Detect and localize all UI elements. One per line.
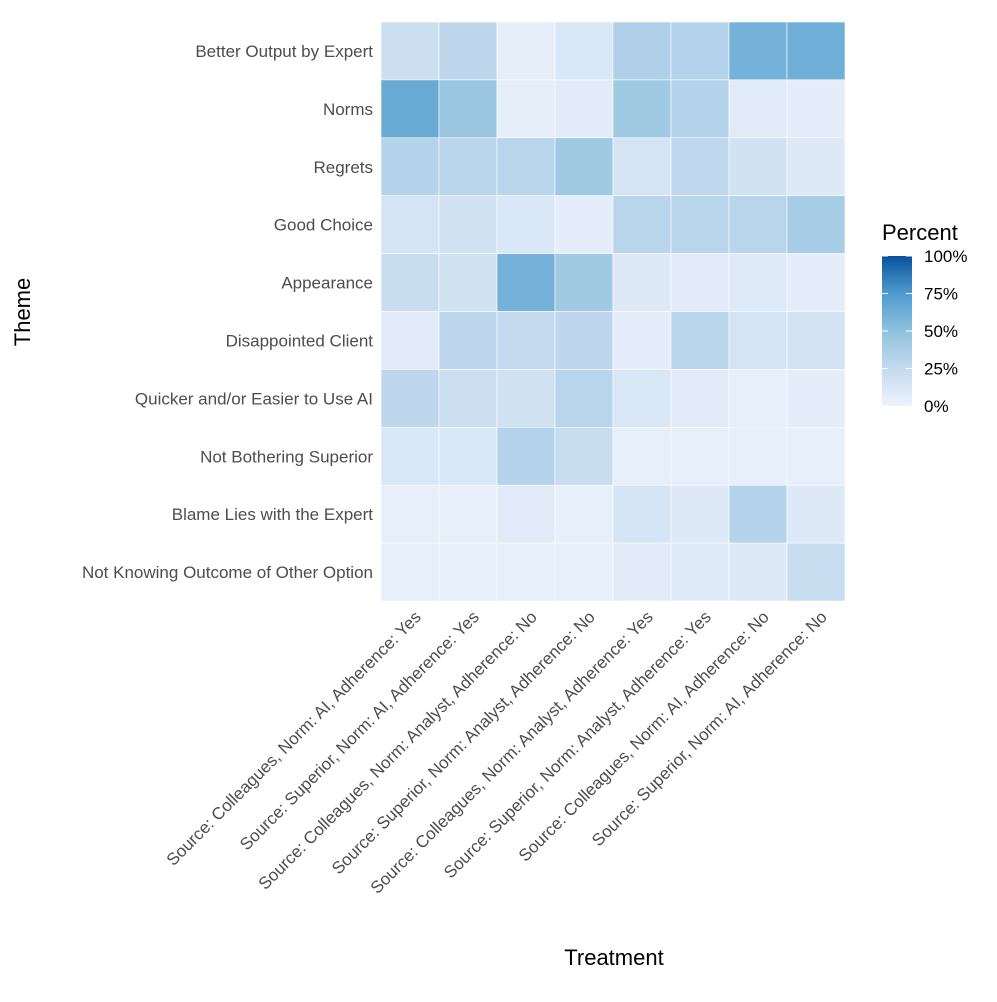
heatmap-cell	[380, 311, 440, 370]
heatmap-cell	[786, 311, 846, 370]
heatmap-cell	[438, 369, 498, 428]
heatmap-cell	[438, 195, 498, 254]
heatmap-cell	[554, 253, 614, 312]
y-tick-label: Quicker and/or Easier to Use AI	[135, 389, 373, 408]
heatmap-cell	[380, 137, 440, 197]
y-tick-label: Not Knowing Outcome of Other Option	[82, 563, 373, 582]
heatmap-cell	[380, 426, 440, 486]
heatmap-cell	[496, 21, 556, 81]
heatmap-cell	[786, 253, 846, 312]
heatmap-cell	[554, 484, 614, 544]
legend-tick-label: 100%	[924, 247, 967, 266]
heatmap-cell	[380, 369, 440, 428]
heatmap-cell	[786, 369, 846, 428]
heatmap-cell	[554, 21, 614, 81]
heatmap-cell	[380, 21, 440, 81]
heatmap-cell	[438, 253, 498, 312]
heatmap-cell	[728, 426, 788, 486]
heatmap-cell	[728, 137, 788, 197]
heatmap-cell	[670, 426, 730, 486]
y-tick-label: Regrets	[313, 158, 373, 177]
heatmap-cell	[496, 369, 556, 428]
heatmap-cell	[554, 311, 614, 370]
heatmap-cell	[728, 195, 788, 254]
heatmap-cell	[670, 369, 730, 428]
heatmap-cell	[670, 542, 730, 602]
x-axis-title: Treatment	[564, 945, 663, 970]
y-tick-label: Good Choice	[274, 216, 373, 235]
heatmap-cell	[670, 253, 730, 312]
heatmap-cell	[612, 426, 672, 486]
heatmap-cell	[554, 195, 614, 254]
y-tick-label: Disappointed Client	[226, 331, 374, 350]
heatmap-cell	[670, 21, 730, 81]
heatmap-cell	[670, 311, 730, 370]
legend-tick-label: 25%	[924, 360, 958, 379]
heatmap-cell	[380, 484, 440, 544]
heatmap-cell	[438, 21, 498, 81]
heatmap-cell	[496, 195, 556, 254]
heatmap-cell	[438, 79, 498, 139]
y-tick-label: Appearance	[281, 274, 373, 293]
heatmap-cell	[380, 253, 440, 312]
heatmap-cell	[612, 311, 672, 370]
heatmap-cell	[554, 369, 614, 428]
heatmap-cell	[786, 426, 846, 486]
heatmap-cell	[612, 484, 672, 544]
heatmap-cell	[496, 311, 556, 370]
heatmap-cell	[554, 79, 614, 139]
heatmap-cell	[786, 484, 846, 544]
heatmap-cell	[612, 369, 672, 428]
y-tick-label: Norms	[323, 100, 373, 119]
heatmap-cell	[438, 137, 498, 197]
heatmap-cell	[670, 137, 730, 197]
heatmap-cell	[670, 79, 730, 139]
y-axis-title: Theme	[10, 278, 35, 346]
heatmap-cell	[728, 369, 788, 428]
heatmap-cell	[786, 195, 846, 254]
heatmap-cell	[496, 426, 556, 486]
heatmap-cell	[786, 137, 846, 197]
heatmap-cell	[496, 253, 556, 312]
heatmap-cell	[728, 79, 788, 139]
heatmap-cell	[554, 542, 614, 602]
legend-title: Percent	[882, 220, 958, 245]
heatmap-cell	[728, 253, 788, 312]
heatmap-cell	[554, 426, 614, 486]
heatmap-cell	[496, 137, 556, 197]
heatmap-cell	[380, 542, 440, 602]
heatmap-cell	[496, 79, 556, 139]
legend-tick-label: 0%	[924, 397, 949, 416]
heatmap-cell	[728, 542, 788, 602]
heatmap-cell	[496, 542, 556, 602]
legend-tick-label: 75%	[924, 285, 958, 304]
y-tick-label: Not Bothering Superior	[200, 447, 373, 466]
heatmap-cell	[612, 195, 672, 254]
heatmap-cell	[786, 542, 846, 602]
heatmap-cell	[438, 542, 498, 602]
heatmap-cell	[438, 426, 498, 486]
heatmap-cell	[438, 484, 498, 544]
heatmap-cell	[380, 79, 440, 139]
heatmap-cell	[438, 311, 498, 370]
heatmap-cell	[728, 311, 788, 370]
heatmap-cell	[612, 79, 672, 139]
y-tick-label: Better Output by Expert	[195, 42, 373, 61]
legend-tick-label: 50%	[924, 322, 958, 341]
heatmap-cell	[786, 21, 846, 81]
heatmap-cell	[554, 137, 614, 197]
heatmap-cell	[786, 79, 846, 139]
heatmap-cell	[612, 21, 672, 81]
heatmap-cell	[612, 253, 672, 312]
heatmap-cell	[670, 484, 730, 544]
heatmap-cell	[612, 137, 672, 197]
heatmap-cell	[612, 542, 672, 602]
heatmap-cell	[728, 21, 788, 81]
heatmap-cell	[728, 484, 788, 544]
y-tick-label: Blame Lies with the Expert	[172, 505, 374, 524]
heatmap-cell	[670, 195, 730, 254]
heatmap-cell	[496, 484, 556, 544]
heatmap-cell	[380, 195, 440, 254]
